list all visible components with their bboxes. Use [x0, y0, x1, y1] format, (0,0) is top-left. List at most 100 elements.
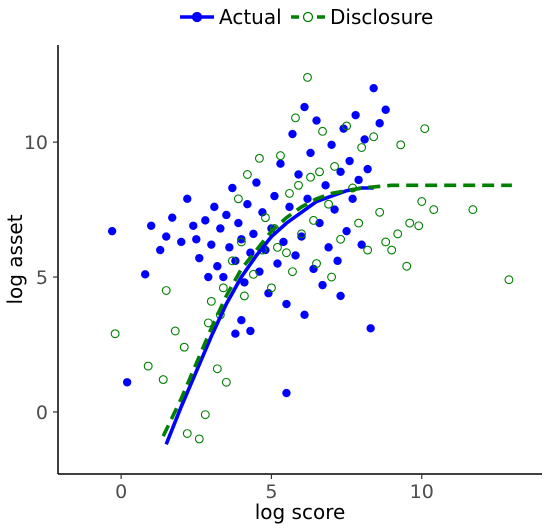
actual-point — [231, 329, 240, 338]
actual-point — [189, 221, 198, 230]
actual-point — [222, 210, 231, 220]
actual-point — [225, 243, 234, 252]
disclosure-point — [227, 256, 237, 266]
disclosure-point — [420, 124, 430, 134]
disclosure-point — [402, 261, 412, 271]
actual-point — [234, 218, 243, 228]
disclosure-point — [282, 248, 291, 258]
actual-point — [288, 129, 297, 139]
actual-point — [156, 245, 165, 255]
disclosure-point — [393, 229, 403, 239]
actual-point — [312, 116, 321, 125]
disclosure-point — [206, 296, 216, 306]
x-axis-ticks: 0 5 10 — [115, 474, 434, 503]
y-tick-label: 10 — [24, 132, 48, 154]
disclosure-point — [315, 167, 324, 177]
legend-label: Disclosure — [330, 5, 433, 29]
legend-marker-icon — [191, 11, 203, 23]
actual-point — [300, 102, 309, 112]
disclosure-point — [369, 132, 379, 142]
disclosure-point — [306, 172, 315, 182]
actual-point — [363, 164, 372, 174]
disclosure-point — [312, 259, 321, 268]
actual-point — [297, 232, 306, 241]
actual-point — [357, 240, 366, 249]
disclosure-point — [429, 205, 439, 215]
disclosure-point — [218, 283, 228, 293]
disclosure-point — [297, 229, 306, 239]
actual-point — [285, 202, 294, 212]
actual-point — [300, 310, 309, 320]
actual-point — [354, 175, 363, 185]
actual-point — [140, 270, 150, 279]
actual-point — [282, 388, 291, 398]
disclosure-fit-line — [161, 183, 512, 437]
actual-point — [294, 170, 303, 179]
actual-point — [162, 232, 171, 241]
disclosure-point — [285, 188, 294, 198]
disclosure-point — [414, 221, 424, 231]
disclosure-point — [354, 218, 364, 228]
disclosure-point — [161, 286, 171, 295]
actual-point — [306, 148, 315, 158]
y-axis-ticks: 0 5 10 — [24, 132, 58, 424]
disclosure-point — [248, 269, 258, 279]
actual-point — [231, 256, 240, 266]
disclosure-point — [396, 140, 406, 150]
actual-point — [330, 205, 339, 214]
actual-point — [333, 256, 342, 266]
disclosure-point — [405, 218, 415, 228]
actual-point — [201, 216, 210, 225]
actual-point — [216, 224, 225, 233]
actual-point — [237, 316, 246, 325]
disclosure-point — [288, 267, 297, 277]
legend: Actual Disclosure — [180, 5, 433, 29]
actual-point — [183, 194, 192, 203]
y-tick-label: 0 — [36, 402, 48, 424]
disclosure-point — [212, 364, 222, 374]
actual-point — [336, 291, 345, 301]
disclosure-point — [182, 429, 192, 438]
disclosure-point — [324, 199, 334, 209]
actual-point — [321, 181, 330, 190]
actual-point — [348, 194, 357, 203]
actual-point — [276, 159, 285, 168]
disclosure-point — [309, 215, 318, 225]
x-tick-label: 5 — [265, 481, 277, 503]
legend-label: Actual — [219, 5, 282, 29]
disclosure-point — [387, 245, 397, 255]
disclosure-point — [381, 237, 391, 247]
actual-point — [369, 83, 378, 93]
actual-point — [192, 235, 201, 244]
disclosure-point — [276, 151, 285, 161]
actual-point — [270, 191, 279, 201]
actual-point — [375, 119, 384, 128]
disclosure-point — [266, 283, 276, 293]
disclosure-point — [179, 342, 189, 352]
actual-point — [249, 229, 258, 239]
legend-marker-icon — [302, 11, 314, 23]
y-tick-label: 5 — [36, 267, 48, 289]
disclosure-point — [242, 170, 252, 179]
disclosure-point — [291, 113, 300, 123]
disclosure-point — [273, 242, 282, 252]
disclosure-point — [294, 180, 303, 190]
y-axis-title: log asset — [3, 214, 27, 304]
disclosure-point — [363, 245, 373, 255]
actual-point — [219, 272, 228, 282]
actual-point — [345, 156, 354, 166]
actual-point — [243, 199, 252, 209]
actual-point — [213, 262, 222, 271]
disclosure-point — [194, 434, 204, 444]
actual-point — [240, 278, 249, 287]
actual-point — [303, 194, 312, 203]
actual-point — [210, 202, 219, 212]
actual-point — [366, 324, 375, 333]
actual-point — [146, 221, 156, 230]
actual-point — [318, 280, 327, 290]
disclosure-point — [327, 272, 337, 282]
legend-item-actual: Actual — [180, 5, 282, 29]
disclosure-point — [504, 275, 514, 285]
disclosure-point — [158, 375, 168, 385]
